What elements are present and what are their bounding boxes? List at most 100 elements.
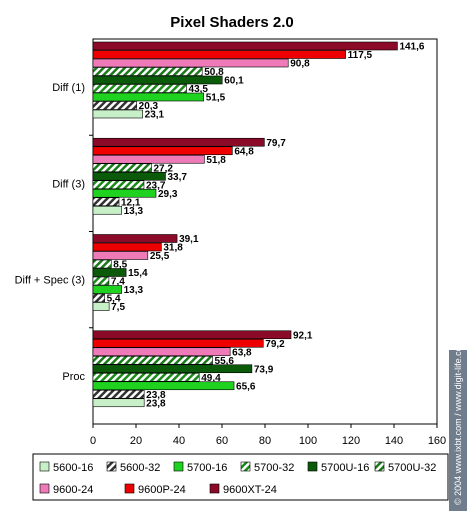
bar bbox=[92, 389, 145, 399]
data-label: 31,8 bbox=[163, 243, 183, 254]
bar bbox=[92, 330, 292, 340]
legend-swatch bbox=[374, 461, 385, 472]
bar bbox=[92, 398, 145, 408]
legend-swatch bbox=[173, 461, 184, 472]
bar bbox=[92, 58, 289, 68]
legend-label: 5700U-16 bbox=[321, 462, 369, 474]
x-tick-label: 160 bbox=[428, 435, 446, 447]
data-label: 12,1 bbox=[121, 197, 141, 208]
bar bbox=[92, 285, 122, 294]
bar bbox=[92, 293, 105, 303]
legend-swatch bbox=[39, 461, 50, 472]
data-label: 92,1 bbox=[293, 330, 313, 341]
data-label: 65,6 bbox=[236, 381, 256, 392]
data-label: 25,5 bbox=[150, 251, 170, 262]
category-label: Diff (1) bbox=[52, 82, 85, 94]
data-label: 13,3 bbox=[124, 206, 144, 217]
legend-label: 5600-32 bbox=[120, 462, 160, 474]
legend-swatch bbox=[124, 483, 135, 494]
legend-label: 9600P-24 bbox=[138, 484, 186, 496]
data-label: 39,1 bbox=[179, 234, 199, 245]
x-tick-label: 140 bbox=[385, 435, 403, 447]
category-label: Diff (3) bbox=[52, 178, 85, 190]
legend-label: 9600-24 bbox=[53, 484, 93, 496]
bar bbox=[92, 242, 162, 252]
bar bbox=[92, 75, 223, 85]
bar bbox=[92, 188, 157, 198]
category-label: Diff + Spec (3) bbox=[15, 275, 85, 287]
x-tick-label: 40 bbox=[173, 435, 185, 447]
data-label: 79,7 bbox=[266, 138, 286, 149]
data-label: 23,7 bbox=[146, 180, 166, 191]
data-label: 23,1 bbox=[145, 110, 165, 121]
bar bbox=[92, 171, 166, 181]
bar bbox=[92, 41, 398, 51]
bar bbox=[92, 276, 110, 286]
data-label: 5,4 bbox=[107, 294, 121, 305]
watermark-bar bbox=[449, 350, 467, 511]
bar bbox=[92, 109, 143, 119]
bar bbox=[92, 137, 265, 147]
x-tick-label: 80 bbox=[259, 435, 271, 447]
bar bbox=[92, 154, 205, 164]
bar bbox=[92, 259, 112, 269]
data-label: 73,9 bbox=[254, 364, 274, 375]
bar bbox=[92, 234, 178, 243]
bar bbox=[92, 268, 127, 277]
bar bbox=[92, 205, 122, 215]
data-label: 55,6 bbox=[215, 356, 235, 367]
category-label: Proc bbox=[62, 371, 85, 383]
data-label: 141,6 bbox=[399, 42, 424, 53]
bar bbox=[92, 101, 137, 110]
bar bbox=[92, 372, 200, 382]
data-label: 8,5 bbox=[113, 260, 127, 271]
data-label: 50,8 bbox=[204, 67, 224, 78]
bar bbox=[92, 338, 264, 348]
watermark: © 2004 www.ixbt.com / www.digit-life.com bbox=[449, 339, 467, 511]
chart-title: Pixel Shaders 2.0 bbox=[170, 14, 293, 31]
bar bbox=[92, 84, 187, 93]
bar bbox=[92, 163, 152, 173]
legend-swatch bbox=[307, 461, 318, 472]
bar bbox=[92, 364, 253, 374]
data-label: 15,4 bbox=[128, 268, 148, 279]
data-label: 51,8 bbox=[206, 155, 226, 166]
data-label: 7,5 bbox=[111, 302, 125, 313]
data-label: 90,8 bbox=[290, 59, 310, 70]
plot-area: 0 20 40 60 80 100 120 140 160 Diff (1) 141,6 117,5 9… bbox=[15, 38, 446, 447]
data-label: 64,8 bbox=[234, 146, 254, 157]
data-label: 51,5 bbox=[206, 93, 226, 104]
data-label: 79,2 bbox=[265, 339, 285, 350]
legend-label: 5700-16 bbox=[187, 462, 227, 474]
bar bbox=[92, 251, 149, 260]
legend-swatch bbox=[240, 461, 251, 472]
legend: 5600-16 5600-32 5700-16 5700-32 5700U-16 5700… bbox=[32, 453, 449, 501]
legend-swatch bbox=[106, 461, 117, 472]
bar bbox=[92, 197, 120, 207]
bar bbox=[92, 302, 110, 311]
bar bbox=[92, 50, 346, 59]
watermark-text: © 2004 www.ixbt.com / www.digit-life.com bbox=[453, 339, 463, 505]
x-tick-label: 120 bbox=[342, 435, 360, 447]
data-label: 117,5 bbox=[348, 50, 373, 61]
legend-label: 5700-32 bbox=[254, 462, 294, 474]
bar bbox=[92, 92, 205, 102]
legend-label: 9600XT-24 bbox=[223, 484, 277, 496]
data-label: 20,3 bbox=[139, 101, 159, 112]
x-tick-label: 100 bbox=[299, 435, 317, 447]
x-tick-label: 60 bbox=[216, 435, 228, 447]
legend-label: 5600-16 bbox=[53, 462, 93, 474]
bar bbox=[92, 381, 235, 391]
data-label: 60,1 bbox=[224, 76, 244, 87]
data-label: 27,2 bbox=[153, 163, 173, 174]
bar bbox=[92, 180, 145, 190]
data-label: 23,8 bbox=[146, 398, 166, 409]
data-label: 29,3 bbox=[158, 189, 178, 200]
legend-box bbox=[32, 453, 449, 501]
data-label: 49,4 bbox=[201, 373, 221, 384]
bar bbox=[92, 67, 203, 76]
data-label: 7,4 bbox=[111, 277, 125, 288]
x-tick-label: 0 bbox=[90, 435, 96, 447]
data-label: 13,3 bbox=[124, 285, 144, 296]
